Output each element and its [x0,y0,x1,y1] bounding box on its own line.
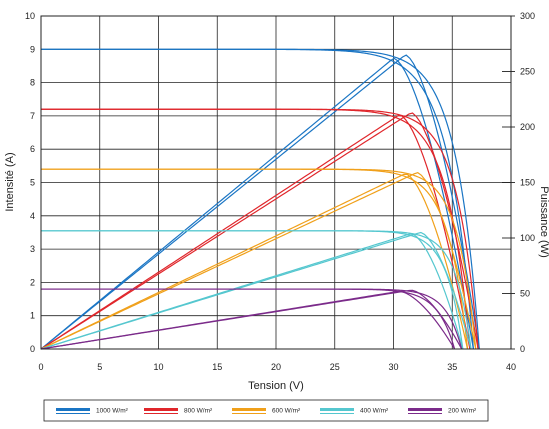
iv-curve [41,108,479,350]
y2-tick-label: 300 [520,11,535,21]
x-tick-label: 25 [330,362,340,372]
legend: 1000 W/m² 800 W/m² 600 W/m² 400 W/m² 200 W/m… [43,399,489,422]
series-2 [40,168,477,350]
pv-curve [40,289,463,350]
iv-curve [41,48,474,350]
y2-tick-label: 250 [520,67,535,77]
y-tick-label: 6 [30,144,35,154]
series-1 [40,108,479,350]
pv-curve [40,114,471,350]
pv-curve [40,173,469,350]
x-tick-label: 40 [506,362,516,372]
y-tick-label: 10 [25,11,35,21]
legend-label: 400 W/m² [360,408,389,415]
y-tick-label: 7 [30,111,35,121]
series-4 [40,288,463,350]
x-tick-label: 10 [153,362,163,372]
series-0 [40,48,480,350]
x-tick-label: 35 [447,362,457,372]
y-tick-label: 4 [30,211,35,221]
y2-tick-label: 0 [520,344,525,354]
x-tick-label: 0 [38,362,43,372]
legend-label: 600 W/m² [272,408,301,415]
y-tick-label: 0 [30,344,35,354]
y-tick-label: 8 [30,78,35,88]
series-3 [40,230,472,350]
iv-curve [41,168,477,350]
pv-curve [40,54,480,350]
y-axis-label: Intensité (A) [4,152,16,211]
pv-curve [40,172,477,350]
y2-tick-label: 200 [520,122,535,132]
iv-curve [41,108,471,350]
iv-curve [41,288,463,350]
pv-curve [40,231,472,350]
iv-curve [41,230,472,350]
x-axis-label: Tension (V) [248,380,304,392]
x-tick-label: 20 [271,362,281,372]
y-tick-label: 3 [30,244,35,254]
pv-curve [40,57,474,350]
curves [40,48,480,350]
x-tick-label: 30 [388,362,398,372]
legend-label: 800 W/m² [184,408,213,415]
y-tick-label: 1 [30,311,35,321]
y2-tick-label: 50 [520,289,530,299]
y2-axis-label: Puissance (W) [538,186,549,258]
y-tick-label: 5 [30,178,35,188]
y2-tick-label: 150 [520,178,535,188]
x-tick-label: 15 [212,362,222,372]
pv-curve [40,112,479,350]
y-tick-label: 2 [30,277,35,287]
x-tick-label: 5 [97,362,102,372]
tick-labels: 0 5 10 15 20 25 30 35 40012345678910050100150200… [25,11,535,372]
y-tick-label: 9 [30,44,35,54]
iv-curve [41,168,469,350]
legend-label: 1000 W/m² [96,408,129,415]
y2-tick-label: 100 [520,233,535,243]
legend-label: 200 W/m² [448,408,477,415]
iv-curve [41,48,480,350]
